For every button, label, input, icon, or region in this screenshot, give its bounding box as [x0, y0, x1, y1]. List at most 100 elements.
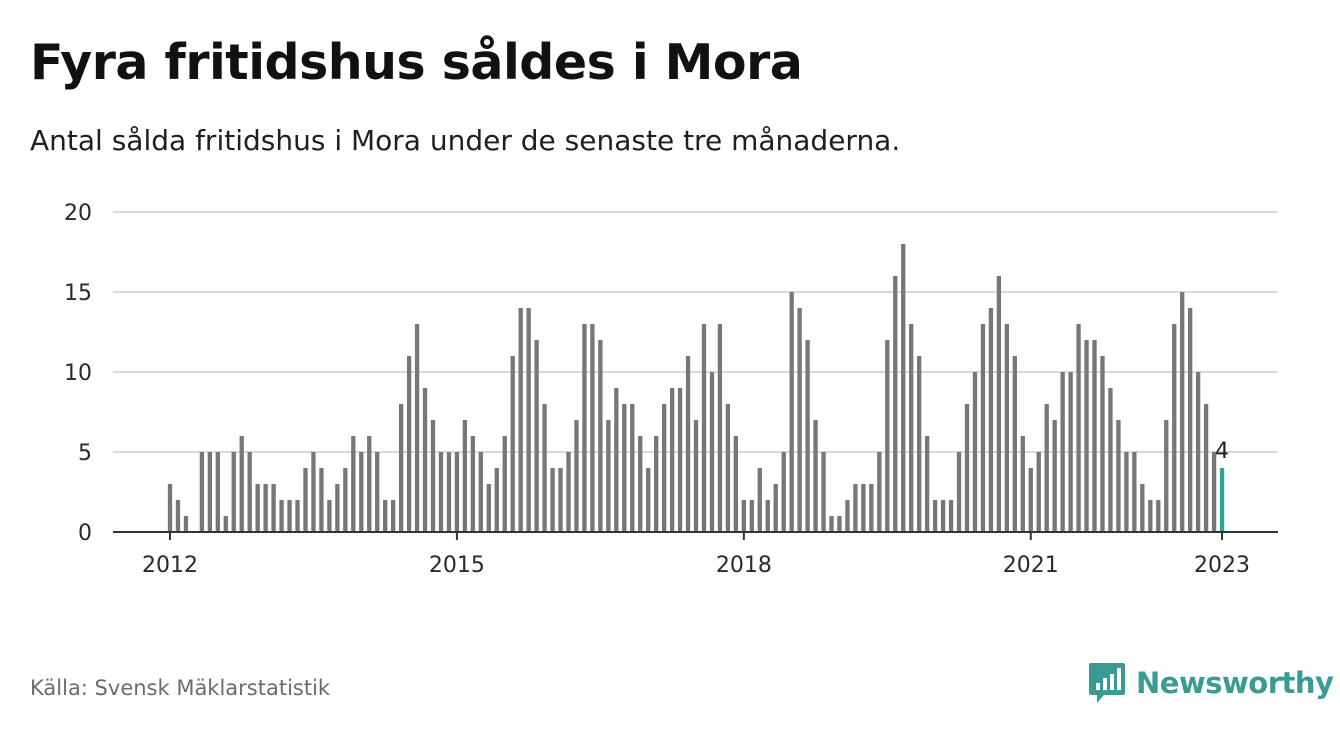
bar — [422, 388, 428, 532]
bar — [917, 356, 922, 532]
bar — [223, 516, 228, 532]
x-tick-label: 2012 — [142, 553, 198, 578]
chart-subtitle: Antal sålda fritidshus i Mora under de s… — [30, 124, 901, 157]
bar — [638, 436, 643, 532]
bar — [199, 452, 205, 532]
bar — [685, 356, 691, 532]
bar — [821, 452, 826, 532]
bar — [932, 500, 938, 532]
x-axis: 2012 2015 2018 2021 2023 — [113, 531, 1278, 578]
bar — [438, 452, 444, 532]
bar — [988, 308, 994, 532]
bar — [1044, 404, 1049, 532]
bar — [1132, 452, 1137, 532]
bar — [319, 468, 324, 532]
bar — [478, 452, 483, 532]
bar — [781, 452, 786, 532]
bar — [885, 340, 890, 532]
bar — [797, 308, 802, 532]
bar — [430, 420, 436, 532]
bar — [1068, 372, 1073, 532]
bar — [1195, 372, 1201, 532]
bar — [622, 404, 627, 532]
bar — [1076, 324, 1081, 532]
bar — [1164, 420, 1169, 532]
bar — [1108, 388, 1113, 532]
bar — [1060, 372, 1065, 532]
bar — [462, 420, 468, 532]
bar — [574, 420, 579, 532]
bar — [183, 516, 189, 532]
bar — [677, 388, 683, 532]
bar — [279, 500, 284, 532]
bar — [606, 420, 611, 532]
bar — [893, 276, 898, 532]
y-tick-label: 15 — [64, 281, 92, 306]
bar — [1203, 404, 1209, 532]
last-value-label: 4 — [1215, 439, 1229, 464]
bar — [311, 452, 316, 532]
bar — [558, 468, 563, 532]
bar-chart: 0 5 10 15 20 2012 2015 2018 2021 2023 4 — [64, 201, 1278, 578]
bar — [534, 340, 539, 532]
bar — [582, 324, 587, 532]
y-tick-label: 20 — [64, 201, 92, 226]
bar — [518, 308, 523, 532]
bar — [351, 436, 356, 532]
chart-title: Fyra fritidshus såldes i Mora — [30, 34, 803, 91]
source-note: Källa: Svensk Mäklarstatistik — [30, 676, 331, 700]
bar — [566, 452, 571, 532]
bar — [303, 468, 308, 532]
y-tick-label: 0 — [78, 521, 92, 546]
bar — [614, 388, 619, 532]
brand-name: Newsworthy — [1136, 666, 1334, 700]
bar — [661, 404, 667, 532]
bar — [1140, 484, 1145, 532]
bar — [1188, 308, 1193, 532]
bar — [837, 516, 842, 532]
bar — [590, 324, 595, 532]
bar — [861, 484, 866, 532]
bar — [1028, 468, 1033, 532]
bar — [1148, 500, 1153, 532]
bar — [956, 452, 962, 532]
bar — [1116, 420, 1121, 532]
bar — [701, 324, 707, 532]
bar — [486, 484, 491, 532]
bar — [646, 468, 651, 532]
bar — [869, 484, 874, 532]
bar — [494, 468, 499, 532]
bar — [359, 452, 364, 532]
bar — [749, 500, 754, 532]
bar — [964, 404, 970, 532]
bar — [383, 500, 388, 532]
bar — [598, 340, 603, 532]
bar — [1004, 324, 1009, 532]
bar — [343, 468, 348, 532]
bar — [741, 500, 746, 532]
bar — [1092, 340, 1097, 532]
bar — [757, 468, 762, 532]
newsworthy-logo-icon — [1089, 663, 1125, 703]
bar — [829, 516, 834, 532]
bar — [375, 452, 380, 532]
bar — [972, 372, 978, 532]
bar — [925, 436, 930, 532]
bar — [287, 500, 292, 532]
bar — [335, 484, 340, 532]
bar — [948, 500, 954, 532]
bar — [271, 484, 276, 532]
bar — [789, 292, 794, 532]
bar — [510, 356, 515, 532]
bar — [853, 484, 858, 532]
bar — [542, 404, 547, 532]
bar — [175, 500, 181, 532]
bar — [255, 484, 260, 532]
bar — [1180, 292, 1185, 532]
bar — [669, 388, 675, 532]
bar — [167, 484, 173, 532]
bar — [1052, 420, 1057, 532]
bar — [1020, 436, 1025, 532]
bar — [1211, 452, 1217, 532]
bars — [167, 244, 1225, 532]
